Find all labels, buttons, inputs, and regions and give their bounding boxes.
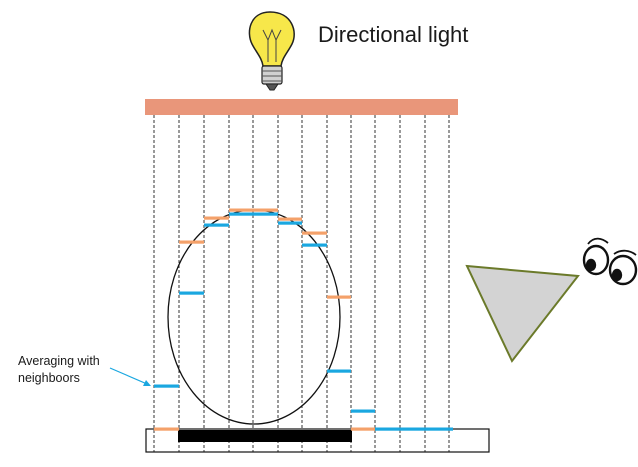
orange-depth-segment	[229, 208, 253, 212]
light-bulb-icon	[248, 11, 295, 91]
light-plane-bar	[145, 99, 458, 115]
eyes-icon	[582, 237, 638, 286]
bulb-glass	[248, 11, 295, 67]
orange-depth-segment	[253, 208, 278, 212]
blue-depth-segment	[204, 223, 229, 227]
blue-depth-segment	[253, 212, 278, 216]
annotation-label: Averaging with neighboors	[18, 353, 158, 387]
orange-depth-segment	[302, 231, 327, 235]
light-label: Directional light	[318, 22, 469, 47]
blue-depth-segment	[327, 369, 351, 373]
orange-depth-segment	[204, 216, 229, 220]
blue-depth-segment	[154, 384, 179, 388]
blue-depth-segments	[154, 212, 453, 431]
annotation-line-1: Averaging with	[18, 354, 100, 368]
blue-depth-segment	[229, 212, 253, 216]
ray-lines	[153, 115, 450, 452]
orange-depth-segment	[154, 427, 179, 431]
blue-depth-segment	[278, 221, 302, 225]
right-eye	[608, 254, 638, 286]
shadow-bar	[178, 430, 352, 442]
blue-depth-segment	[179, 291, 204, 295]
blue-depth-segment	[400, 427, 425, 431]
blue-depth-segment	[302, 243, 327, 247]
orange-depth-segments	[154, 208, 375, 431]
orange-depth-segment	[278, 217, 302, 221]
orange-depth-segment	[327, 295, 351, 299]
ground-box	[145, 428, 490, 453]
blue-depth-segment	[351, 409, 375, 413]
annotation-arrow	[109, 367, 151, 386]
orange-depth-segment	[179, 240, 204, 244]
left-eye	[582, 244, 610, 276]
view-frustum-icon	[465, 264, 580, 363]
blue-depth-segment	[375, 427, 400, 431]
blue-depth-segment	[425, 427, 453, 431]
orange-depth-segment	[351, 427, 375, 431]
annotation-line-2: neighboors	[18, 371, 80, 385]
